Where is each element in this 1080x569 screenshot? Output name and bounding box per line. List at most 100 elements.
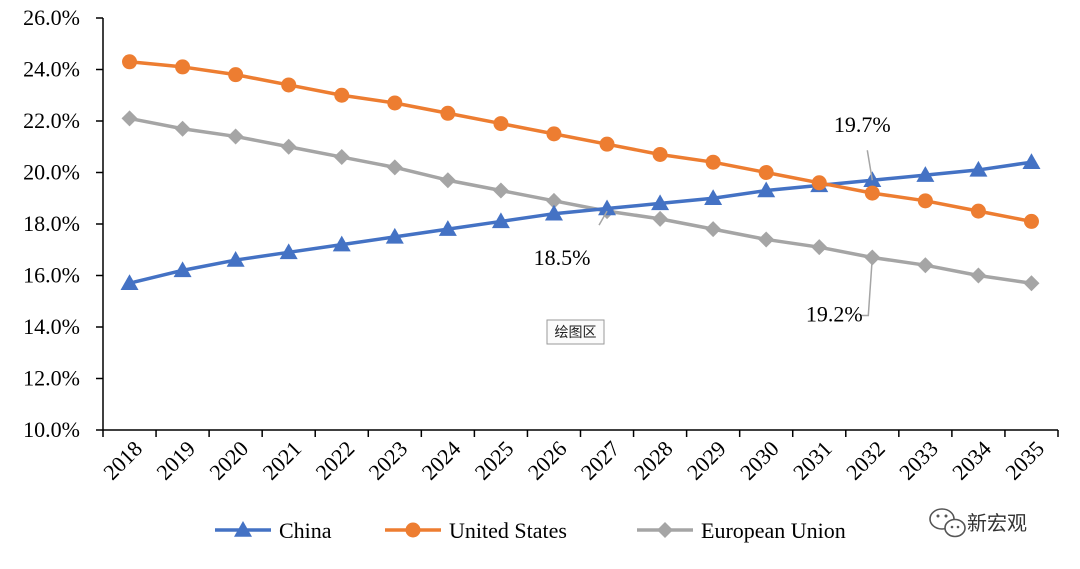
data-point-china: [226, 251, 245, 267]
data-label-leader: [866, 150, 874, 181]
data-point-united-states: [175, 59, 191, 75]
data-point-european-union: [439, 172, 456, 189]
data-point-united-states: [758, 165, 774, 180]
annotations: 18.5% 19.7% 19.2%: [534, 112, 891, 326]
data-point-united-states: [281, 77, 297, 93]
legend-item-european-union: European Union: [637, 518, 846, 543]
data-point-european-union: [705, 221, 722, 238]
y-tick-label: 24.0%: [23, 57, 80, 82]
legend-label: China: [279, 518, 332, 543]
legend-label: United States: [449, 518, 567, 543]
data-label-text: 19.2%: [806, 301, 863, 326]
data-point-european-union: [492, 182, 509, 199]
data-point-united-states: [546, 126, 562, 142]
data-point-european-union: [758, 231, 775, 248]
tooltip-label: 绘图区: [555, 325, 597, 341]
data-point-china: [491, 212, 510, 229]
data-point-european-union: [811, 239, 828, 256]
data-point-china: [279, 243, 298, 260]
x-tick-label: 2020: [204, 436, 253, 485]
watermark-text: 新宏观: [967, 511, 1027, 535]
y-tick-label: 14.0%: [23, 314, 80, 339]
data-label: 18.5%: [534, 210, 608, 270]
data-label-text: 18.5%: [534, 245, 591, 270]
data-label: 19.7%: [834, 112, 891, 181]
data-point-china: [385, 227, 404, 244]
data-point-china: [704, 189, 723, 205]
data-point-united-states: [917, 193, 933, 209]
data-point-european-union: [545, 192, 562, 209]
x-tick-label: 2035: [1000, 436, 1049, 485]
data-point-european-union: [1023, 275, 1040, 292]
data-point-united-states: [440, 105, 456, 121]
x-tick-label: 2023: [364, 436, 413, 485]
data-label: 19.2%: [806, 257, 874, 326]
data-point-european-union: [227, 128, 244, 145]
x-tick-label: 2034: [947, 436, 996, 485]
data-point-united-states: [864, 185, 880, 201]
data-point-united-states: [705, 154, 721, 170]
data-point-european-union: [333, 149, 350, 166]
data-point-china: [598, 199, 617, 216]
data-point-china: [757, 181, 776, 198]
data-point-united-states: [1023, 213, 1039, 229]
x-tick-label: 2025: [470, 436, 519, 485]
y-tick-label: 10.0%: [23, 417, 80, 442]
data-point-china: [969, 160, 988, 177]
data-point-united-states: [228, 67, 244, 83]
data-label-leader: [598, 210, 608, 226]
data-label-text: 19.7%: [834, 112, 891, 137]
y-tick-label: 16.0%: [23, 263, 80, 288]
x-tick-label: 2019: [151, 436, 200, 485]
legend-swatch-marker: [657, 522, 673, 538]
data-point-european-union: [652, 210, 669, 227]
x-tick-label: 2018: [98, 436, 147, 485]
x-tick-label: 2026: [523, 436, 572, 485]
data-point-united-states: [493, 116, 509, 132]
x-tick-label: 2027: [576, 436, 625, 485]
data-point-united-states: [811, 175, 827, 191]
y-tick-label: 12.0%: [23, 366, 80, 391]
data-point-united-states: [652, 146, 668, 162]
x-tick-label: 2028: [629, 436, 678, 485]
plot-area-tooltip: 绘图区: [546, 319, 605, 345]
data-point-united-states: [387, 95, 403, 111]
data-point-european-union: [280, 138, 297, 155]
legend-item-china: China: [215, 518, 332, 543]
x-tick-label: 2033: [894, 436, 943, 485]
y-tick-label: 18.0%: [23, 211, 80, 236]
data-point-united-states: [599, 136, 615, 152]
y-tick-label: 20.0%: [23, 160, 80, 185]
data-point-united-states: [122, 54, 138, 70]
y-tick-label: 26.0%: [23, 5, 80, 30]
x-tick-label: 2029: [682, 436, 731, 485]
x-tick-label: 2031: [788, 436, 837, 485]
data-point-china: [120, 274, 139, 290]
series-line-china: [129, 160, 1032, 285]
wechat-icon: [929, 508, 966, 538]
x-tick-label: 2030: [735, 436, 784, 485]
data-point-china: [544, 204, 563, 221]
legend: China United States European Union: [215, 518, 846, 543]
data-point-european-union: [121, 110, 138, 127]
data-point-european-union: [917, 257, 934, 274]
data-point-china: [916, 166, 935, 182]
data-point-china: [438, 220, 457, 236]
x-tick-label: 2022: [310, 436, 359, 485]
x-tick-label: 2024: [417, 436, 466, 485]
x-tick-label: 2032: [841, 436, 890, 485]
y-axis-ticks: 10.0% 12.0% 14.0% 16.0% 18.0% 20.0% 22.0% 24.0%…: [23, 5, 103, 442]
data-point-european-union: [970, 267, 987, 284]
legend-swatch-marker: [405, 522, 421, 538]
data-point-china: [651, 194, 670, 211]
data-point-european-union: [386, 159, 403, 176]
data-point-china: [1022, 153, 1041, 169]
y-tick-label: 22.0%: [23, 108, 80, 133]
data-point-european-union: [174, 120, 191, 137]
x-tick-label: 2021: [257, 436, 306, 485]
series-united-states: [122, 54, 1039, 229]
watermark: 新宏观: [929, 508, 1027, 538]
data-point-china: [332, 235, 351, 252]
series-line-european-union: [129, 116, 1032, 285]
series-lines: [120, 54, 1041, 292]
